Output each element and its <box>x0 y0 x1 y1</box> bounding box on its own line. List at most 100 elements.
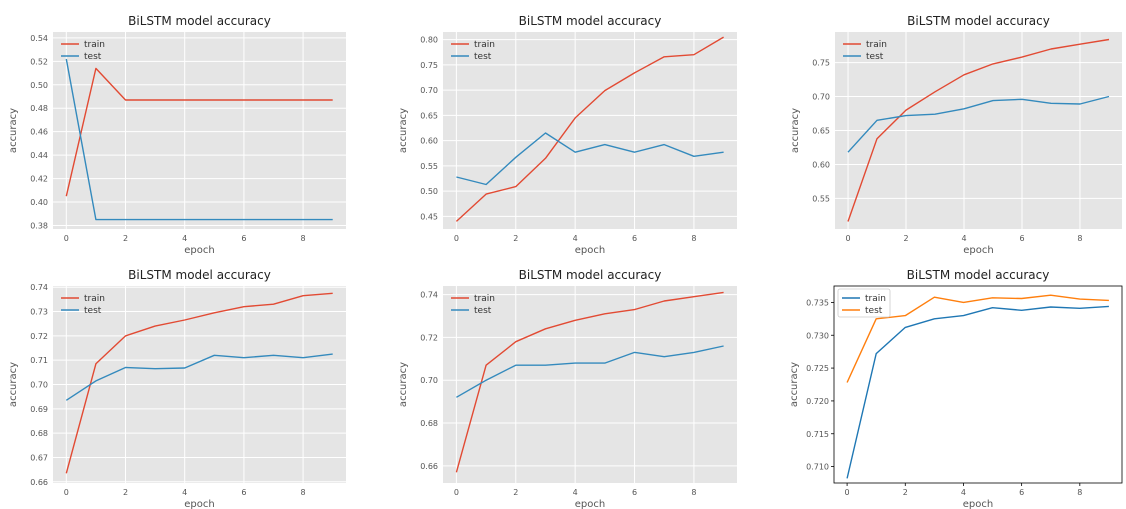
subplot-5: 0 2 4 6 8 0.66 0.68 0.70 0.72 0.74 BiLSTM model ac… <box>398 268 737 509</box>
y-tick-label: 0.75 <box>812 59 830 68</box>
legend-label-test: test <box>84 306 102 316</box>
y-tick-label: 0.725 <box>806 364 829 373</box>
legend-label-train: train <box>474 294 495 304</box>
y-axis-label: accuracy <box>398 362 409 407</box>
legend: train test <box>451 294 495 316</box>
y-tick-label: 0.67 <box>30 453 48 462</box>
x-axis-label: epoch <box>963 499 993 509</box>
y-tick-label: 0.73 <box>30 308 48 317</box>
y-tick-label: 0.60 <box>420 137 438 146</box>
x-tick-label: 8 <box>691 234 696 243</box>
x-axis-label: epoch <box>575 245 605 256</box>
y-tick-label: 0.66 <box>30 478 48 487</box>
x-tick-label: 0 <box>454 488 459 497</box>
y-axis-label: accuracy <box>8 362 19 407</box>
series-line-test <box>456 345 724 398</box>
y-tick-label: 0.715 <box>806 430 829 439</box>
series-line-test <box>847 95 1110 153</box>
x-tick-label: 4 <box>182 234 187 243</box>
y-tick-label: 0.52 <box>30 57 48 66</box>
subplot-2: 0 2 4 6 8 0.45 0.50 0.55 0.60 0.65 0.70 0.75 0.80 BiL… <box>398 14 737 256</box>
chart-title: BiLSTM model accuracy <box>519 14 662 28</box>
x-tick-label: 4 <box>573 234 578 243</box>
series-line-test <box>65 353 333 401</box>
y-tick-label: 0.72 <box>30 332 48 341</box>
y-tick-label: 0.70 <box>420 86 438 95</box>
subplot-3: 0 2 4 6 8 0.55 0.60 0.65 0.70 0.75 BiLSTM model ac… <box>790 14 1122 256</box>
x-tick-label: 8 <box>301 234 306 243</box>
series-line-train <box>455 36 724 222</box>
y-axis-label: accuracy <box>789 362 800 407</box>
x-tick-label: 0 <box>454 234 459 243</box>
y-tick-label: 0.69 <box>30 405 48 414</box>
x-tick-label: 6 <box>1019 488 1024 497</box>
x-tick-label: 4 <box>961 234 966 243</box>
y-tick-label: 0.70 <box>812 93 830 102</box>
y-tick-label: 0.54 <box>30 34 48 43</box>
y-tick-label: 0.38 <box>30 221 48 230</box>
legend-label-test: test <box>474 306 492 316</box>
chart-title: BiLSTM model accuracy <box>907 14 1050 28</box>
y-axis-label: accuracy <box>398 108 409 153</box>
series-line-train <box>65 292 333 474</box>
chart-title: BiLSTM model accuracy <box>907 268 1050 282</box>
y-tick-label: 0.50 <box>420 187 438 196</box>
x-tick-label: 6 <box>241 488 246 497</box>
x-tick-label: 0 <box>64 234 69 243</box>
y-tick-label: 0.720 <box>806 397 829 406</box>
y-tick-label: 0.50 <box>30 81 48 90</box>
series-line-test <box>846 294 1109 383</box>
x-tick-label: 2 <box>123 234 128 243</box>
x-tick-label: 8 <box>1077 234 1082 243</box>
series-line-train <box>65 67 333 197</box>
y-tick-label: 0.60 <box>812 160 830 169</box>
series-line-test <box>65 58 333 221</box>
y-tick-label: 0.68 <box>420 419 438 428</box>
legend: train test <box>837 288 891 318</box>
x-tick-label: 6 <box>1019 234 1024 243</box>
legend: train test <box>451 40 495 62</box>
legend-label-train: train <box>865 294 886 304</box>
legend-label-train: train <box>474 40 495 50</box>
x-tick-label: 0 <box>845 234 850 243</box>
legend: train test <box>61 294 105 316</box>
series-line-train <box>847 38 1110 222</box>
legend: train test <box>61 40 105 62</box>
x-tick-label: 8 <box>691 488 696 497</box>
y-tick-label: 0.80 <box>420 36 438 45</box>
subplot-1: 0 2 4 6 8 0.38 0.40 0.42 0.44 0.46 0.48 0.50 0.52 0.5… <box>8 14 346 256</box>
y-tick-label: 0.40 <box>30 198 48 207</box>
x-tick-label: 8 <box>301 488 306 497</box>
y-tick-label: 0.46 <box>30 128 48 137</box>
legend: train test <box>843 40 887 62</box>
y-tick-label: 0.65 <box>812 127 830 136</box>
legend-label-test: test <box>84 52 102 62</box>
x-tick-label: 2 <box>513 234 518 243</box>
y-tick-label: 0.55 <box>420 162 438 171</box>
y-tick-label: 0.44 <box>30 151 48 160</box>
y-tick-label: 0.70 <box>420 376 438 385</box>
y-tick-label: 0.72 <box>420 333 438 342</box>
chart-title: BiLSTM model accuracy <box>128 268 271 282</box>
y-tick-label: 0.65 <box>420 111 438 120</box>
legend-label-test: test <box>474 52 492 62</box>
subplot-4: 0 2 4 6 8 0.66 0.67 0.68 0.69 0.70 0.71 0.72 0.73 0.7… <box>8 268 346 509</box>
y-tick-label: 0.55 <box>812 194 830 203</box>
series-line-test <box>456 132 724 186</box>
x-tick-label: 2 <box>903 234 908 243</box>
y-tick-label: 0.75 <box>420 61 438 70</box>
x-tick-label: 8 <box>1077 488 1082 497</box>
x-axis-label: epoch <box>184 245 214 256</box>
y-tick-label: 0.730 <box>806 331 829 340</box>
y-tick-label: 0.66 <box>420 462 438 471</box>
x-tick-label: 4 <box>961 488 966 497</box>
x-tick-label: 2 <box>123 488 128 497</box>
y-axis-label: accuracy <box>790 108 801 153</box>
legend-label-train: train <box>84 294 105 304</box>
plot-area <box>53 32 346 229</box>
x-tick-label: 6 <box>632 234 637 243</box>
x-tick-label: 4 <box>573 488 578 497</box>
y-tick-label: 0.70 <box>30 381 48 390</box>
y-axis-label: accuracy <box>8 108 19 153</box>
